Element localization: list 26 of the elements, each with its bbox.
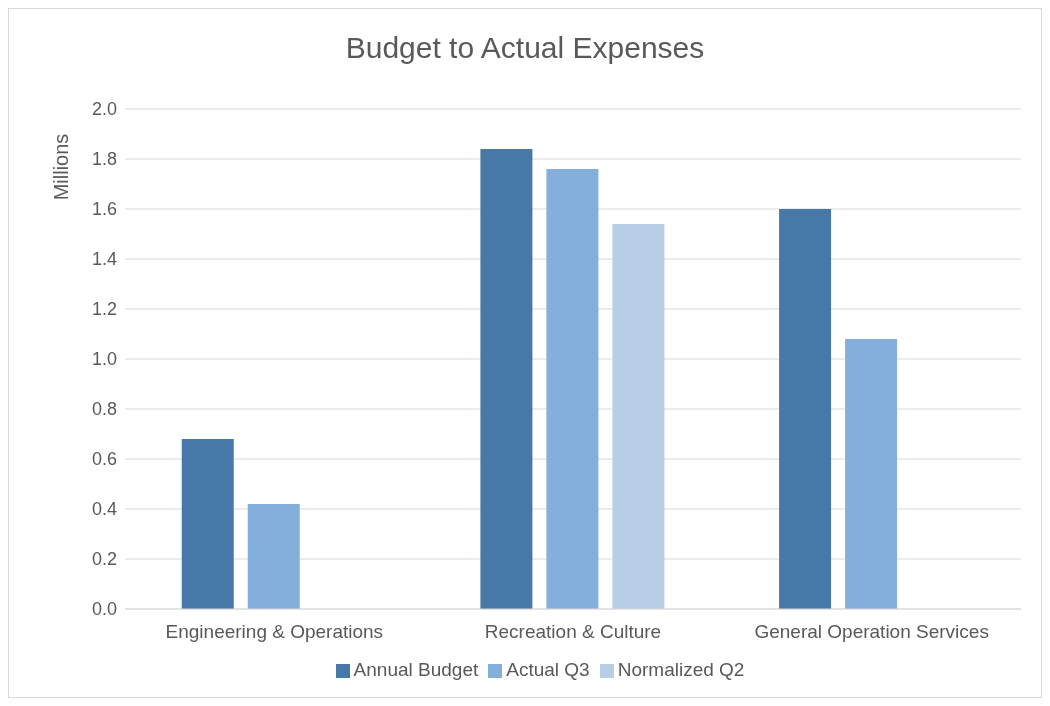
bar — [546, 169, 599, 609]
y-axis-title: Millions — [49, 133, 73, 201]
y-tick-label: 1.4 — [91, 249, 117, 270]
y-tick-label: 1.6 — [91, 199, 117, 220]
legend-label: Normalized Q2 — [617, 659, 745, 680]
bar — [612, 224, 665, 609]
chart-title: Budget to Actual Expenses — [344, 31, 706, 65]
y-tick-label: 2.0 — [91, 99, 117, 120]
y-tick-label: 0.0 — [91, 599, 117, 620]
bar — [480, 149, 533, 609]
bar — [181, 439, 234, 609]
bar — [247, 504, 300, 609]
y-tick-label: 0.2 — [91, 549, 117, 570]
y-tick-label: 0.6 — [91, 449, 117, 470]
x-tick-label: Engineering & Operations — [165, 621, 384, 643]
y-tick-label: 1.0 — [91, 349, 117, 370]
y-tick-label: 0.8 — [91, 399, 117, 420]
x-tick-label: General Operation Services — [754, 621, 989, 643]
y-tick-label: 0.4 — [91, 499, 117, 520]
legend-label: Actual Q3 — [506, 659, 590, 680]
bar — [845, 339, 898, 609]
legend-label: Annual Budget — [353, 659, 479, 680]
bar — [779, 209, 832, 609]
x-tick-label: Recreation & Culture — [484, 621, 662, 643]
y-tick-label: 1.2 — [91, 299, 117, 320]
y-tick-label: 1.8 — [91, 149, 117, 170]
